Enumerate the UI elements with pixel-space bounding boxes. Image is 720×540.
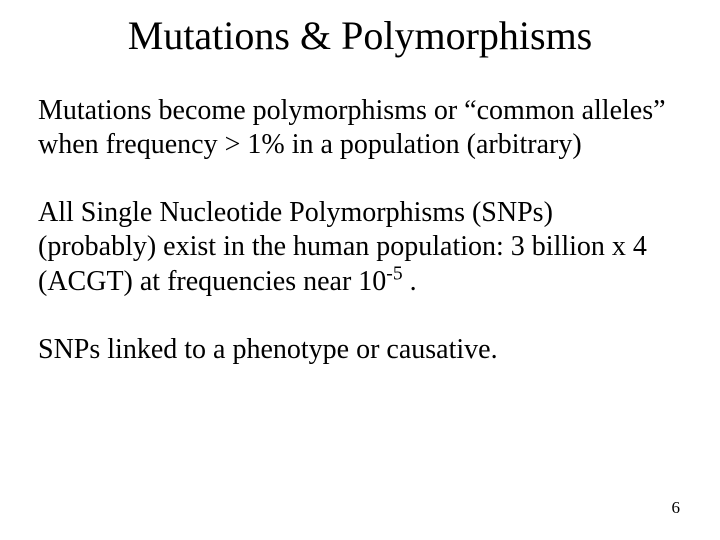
paragraph-2-exponent: -5 (386, 263, 402, 284)
slide: Mutations & Polymorphisms Mutations beco… (0, 0, 720, 540)
paragraph-3: SNPs linked to a phenotype or causative. (38, 333, 678, 367)
paragraph-1: Mutations become polymorphisms or “commo… (38, 94, 678, 162)
page-number: 6 (672, 498, 681, 518)
paragraph-2-post: . (403, 266, 417, 297)
slide-body: Mutations become polymorphisms or “commo… (38, 94, 678, 367)
slide-title: Mutations & Polymorphisms (0, 14, 720, 58)
paragraph-2: All Single Nucleotide Polymorphisms (SNP… (38, 196, 678, 298)
paragraph-2-pre: All Single Nucleotide Polymorphisms (SNP… (38, 197, 647, 296)
